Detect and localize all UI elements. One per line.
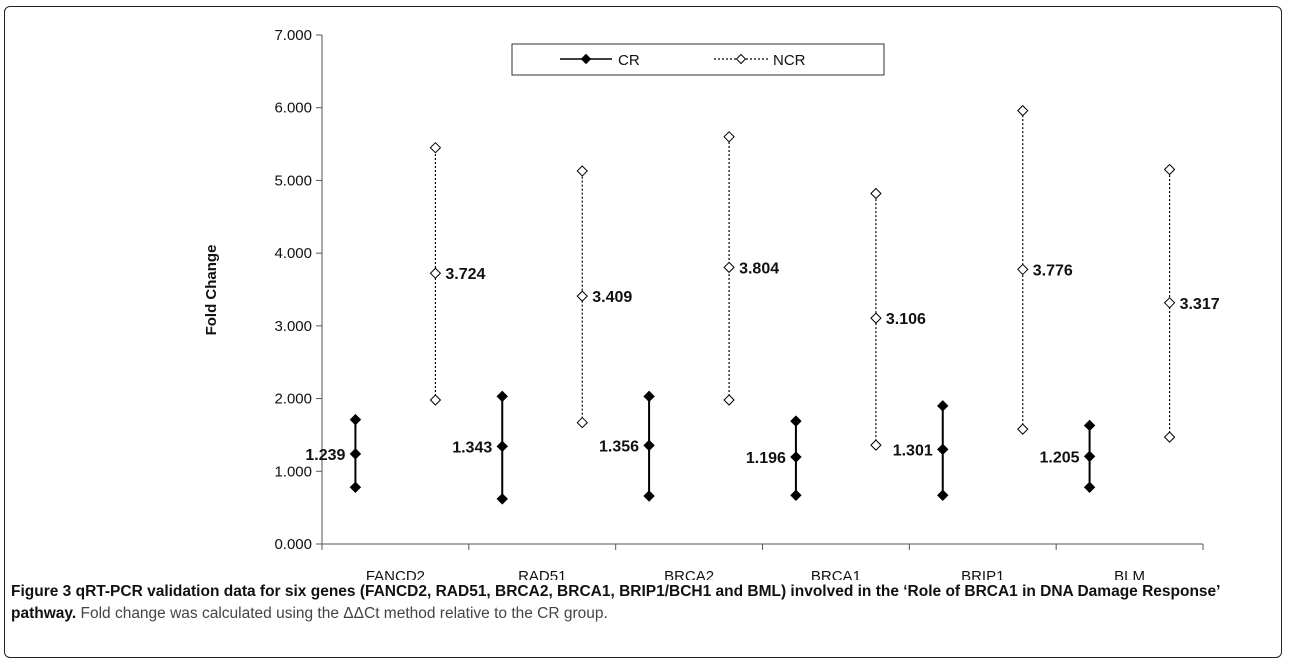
cr-high-marker xyxy=(937,400,949,412)
cr-mean-label: 1.205 xyxy=(1040,449,1080,466)
plot-area: 1.239 3.724 1.343 3.409 1.356 3.804 1.196 3.106… xyxy=(305,104,1220,505)
caption-note: Fold change was calculated using the ΔΔC… xyxy=(80,605,608,622)
ncr-mean-label: 3.804 xyxy=(739,260,779,277)
figure-caption: Figure 3 qRT-PCR validation data for six… xyxy=(11,581,1273,625)
ncr-low-marker xyxy=(723,394,735,406)
cr-low-marker xyxy=(937,489,949,501)
x-axis: FANCD2p=0.002RAD51p=0.014BRCA2p=0.005BRC… xyxy=(321,543,1204,580)
cr-mean-marker xyxy=(349,448,362,460)
cr-high-marker xyxy=(790,415,802,427)
cr-mean-label: 1.196 xyxy=(746,450,786,467)
legend-ncr-label: NCR xyxy=(773,52,806,69)
ncr-low-marker xyxy=(429,394,442,406)
ncr-mean-label: 3.776 xyxy=(1033,262,1073,279)
ncr-mean-marker xyxy=(723,261,735,274)
ncr-low-marker xyxy=(576,416,588,429)
ncr-mean-marker xyxy=(870,312,882,324)
cr-mean-marker xyxy=(1083,450,1096,463)
ncr-mean-label: 3.409 xyxy=(592,289,632,306)
y-tick-label: 0.000 xyxy=(274,536,312,553)
ncr-mean-marker xyxy=(1017,263,1029,276)
ncr-mean-marker xyxy=(429,267,442,279)
caption-label: Figure 3 xyxy=(11,583,72,600)
x-tick-label: FANCD2 xyxy=(366,568,425,580)
cr-high-marker xyxy=(496,390,508,403)
x-tick-label: BLM xyxy=(1114,568,1145,580)
x-tick-label: BRCA2 xyxy=(664,568,714,580)
cr-low-marker xyxy=(496,493,508,505)
y-tick-label: 5.000 xyxy=(274,172,312,189)
cr-mean-marker xyxy=(790,451,802,463)
x-tick-label: BRCA1 xyxy=(811,568,861,580)
cr-mean-marker xyxy=(643,439,655,452)
ncr-high-marker xyxy=(723,131,735,143)
caption-title: qRT-PCR validation data for six genes (F… xyxy=(11,583,1220,622)
y-tick-label: 6.000 xyxy=(274,100,312,117)
cr-mean-label: 1.343 xyxy=(452,439,492,456)
y-axis: 0.000 1.000 2.000 3.000 4.000 5.000 6.000 7.000… xyxy=(203,27,323,553)
ncr-mean-label: 3.724 xyxy=(445,266,485,283)
cr-mean-label: 1.356 xyxy=(599,438,639,455)
cr-mean-label: 1.239 xyxy=(305,447,345,464)
ncr-low-marker xyxy=(1017,423,1029,435)
cr-low-marker xyxy=(349,481,362,493)
y-ticks: 0.000 1.000 2.000 3.000 4.000 5.000 6.000 7.000 xyxy=(274,27,322,553)
cr-mean-marker xyxy=(496,440,508,453)
ncr-high-marker xyxy=(1163,163,1176,176)
cr-high-marker xyxy=(643,390,655,403)
ncr-low-marker xyxy=(1163,431,1176,443)
legend-cr-label: CR xyxy=(618,52,640,69)
x-tick-label: BRIP1 xyxy=(961,568,1004,580)
ncr-mean-marker xyxy=(1163,297,1176,309)
y-tick-label: 3.000 xyxy=(274,318,312,335)
y-tick-label: 7.000 xyxy=(274,27,312,44)
cr-low-marker xyxy=(643,490,655,502)
ncr-mean-label: 3.106 xyxy=(886,311,926,328)
ncr-high-marker xyxy=(870,187,882,200)
ncr-high-marker xyxy=(1017,104,1029,117)
legend: CR NCR xyxy=(511,43,885,76)
y-tick-label: 2.000 xyxy=(274,391,312,408)
cr-low-marker xyxy=(1083,481,1096,493)
ncr-mean-marker xyxy=(576,290,588,302)
ncr-high-marker xyxy=(576,165,588,177)
legend-cr-marker xyxy=(580,53,592,65)
y-axis-label: Fold Change xyxy=(203,245,220,336)
x-tick-label: RAD51 xyxy=(518,568,566,580)
cr-high-marker xyxy=(1083,419,1096,432)
cr-mean-label: 1.301 xyxy=(893,442,933,459)
chart-svg: 0.000 1.000 2.000 3.000 4.000 5.000 6.000 7.000… xyxy=(203,27,1220,580)
cr-mean-marker xyxy=(937,443,949,456)
x-ticks: FANCD2p=0.002RAD51p=0.014BRCA2p=0.005BRC… xyxy=(321,544,1204,580)
ncr-low-marker xyxy=(870,439,882,451)
y-tick-label: 1.000 xyxy=(274,463,312,480)
cr-low-marker xyxy=(790,489,802,501)
legend-ncr-marker xyxy=(735,53,747,65)
ncr-mean-label: 3.317 xyxy=(1180,296,1220,313)
figure-frame xyxy=(4,6,1282,658)
ncr-high-marker xyxy=(429,141,442,154)
y-tick-label: 4.000 xyxy=(274,245,312,262)
cr-high-marker xyxy=(349,413,362,426)
